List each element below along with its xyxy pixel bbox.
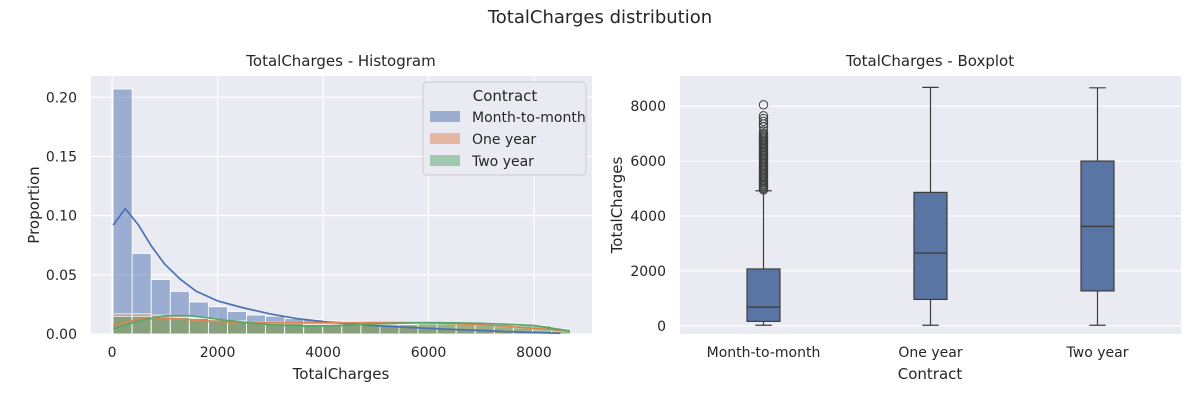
outlier-month-to-month [758, 111, 769, 121]
x-tick-label: Two year [1066, 345, 1129, 361]
histogram-title: TotalCharges - Histogram [245, 52, 435, 70]
legend-label-two-year: Two year [471, 154, 534, 170]
boxplot-title: TotalCharges - Boxplot [845, 52, 1014, 70]
legend-label-month-to-month: Month-to-month [472, 110, 586, 126]
x-tick-label: 2000 [200, 345, 236, 361]
kde-line-one-year [112, 317, 571, 332]
hist-bar-two-year [150, 317, 171, 335]
histogram-kde-lines [112, 207, 571, 335]
outlier-month-to-month [758, 113, 769, 124]
x-tick-label: One year [898, 345, 962, 361]
figure-title: TotalCharges distribution [487, 7, 712, 28]
outlier-month-to-month [758, 126, 769, 136]
kde-line-two-year [112, 314, 571, 332]
legend-frame [422, 81, 587, 176]
boxplot-ylabel: TotalCharges [608, 156, 626, 254]
y-tick-label: 0 [657, 319, 666, 335]
histogram-tick-labels: 0 2000 4000 6000 8000 0.00 0.05 0.10 0.15 0.20 [46, 90, 552, 361]
kde-line-month-to-month [112, 207, 561, 335]
histogram-axes: 0 2000 4000 6000 8000 0.00 0.05 0.10 0.15 0.20 To… [25, 52, 592, 383]
y-tick-label: 0.15 [46, 149, 77, 165]
x-tick-label: 4000 [305, 345, 341, 361]
legend-title: Contract [473, 87, 538, 105]
histogram-bars [112, 88, 571, 335]
y-tick-label: 0.20 [46, 90, 77, 106]
boxplot-boxes [746, 86, 1115, 326]
y-tick-label: 0.05 [46, 268, 77, 284]
x-tick-label: 6000 [411, 345, 447, 361]
boxplot-axes: 0 2000 4000 6000 8000 Month-to-month One year T… [608, 52, 1181, 383]
histogram-ylabel: Proportion [25, 166, 43, 243]
box-month-to-month [746, 268, 781, 322]
y-tick-label: 2000 [630, 264, 666, 280]
x-tick-label: 8000 [516, 345, 552, 361]
box-one-year [913, 191, 948, 301]
legend-label-one-year: One year [472, 132, 536, 148]
histogram-legend: Contract Month-to-month One year Two yea… [422, 81, 587, 176]
x-tick-label: 0 [108, 345, 117, 361]
legend-swatch-month-to-month [430, 111, 460, 122]
outlier-month-to-month [758, 116, 769, 126]
outlier-month-to-month [758, 128, 769, 139]
y-tick-label: 0.10 [46, 209, 77, 225]
hist-bar-two-year [398, 324, 419, 335]
y-tick-label: 4000 [630, 209, 666, 225]
y-tick-label: 8000 [630, 99, 666, 115]
y-tick-label: 0.00 [46, 327, 77, 343]
legend-swatch-two-year [430, 155, 460, 166]
boxplot-tick-labels: 0 2000 4000 6000 8000 Month-to-month One year T… [630, 99, 1128, 361]
x-tick-label: Month-to-month [707, 345, 821, 361]
y-tick-label: 6000 [630, 154, 666, 170]
histogram-xlabel: TotalCharges [292, 365, 390, 383]
boxplot-xlabel: Contract [898, 365, 963, 383]
legend-swatch-one-year [430, 133, 460, 144]
outlier-month-to-month [758, 100, 769, 110]
